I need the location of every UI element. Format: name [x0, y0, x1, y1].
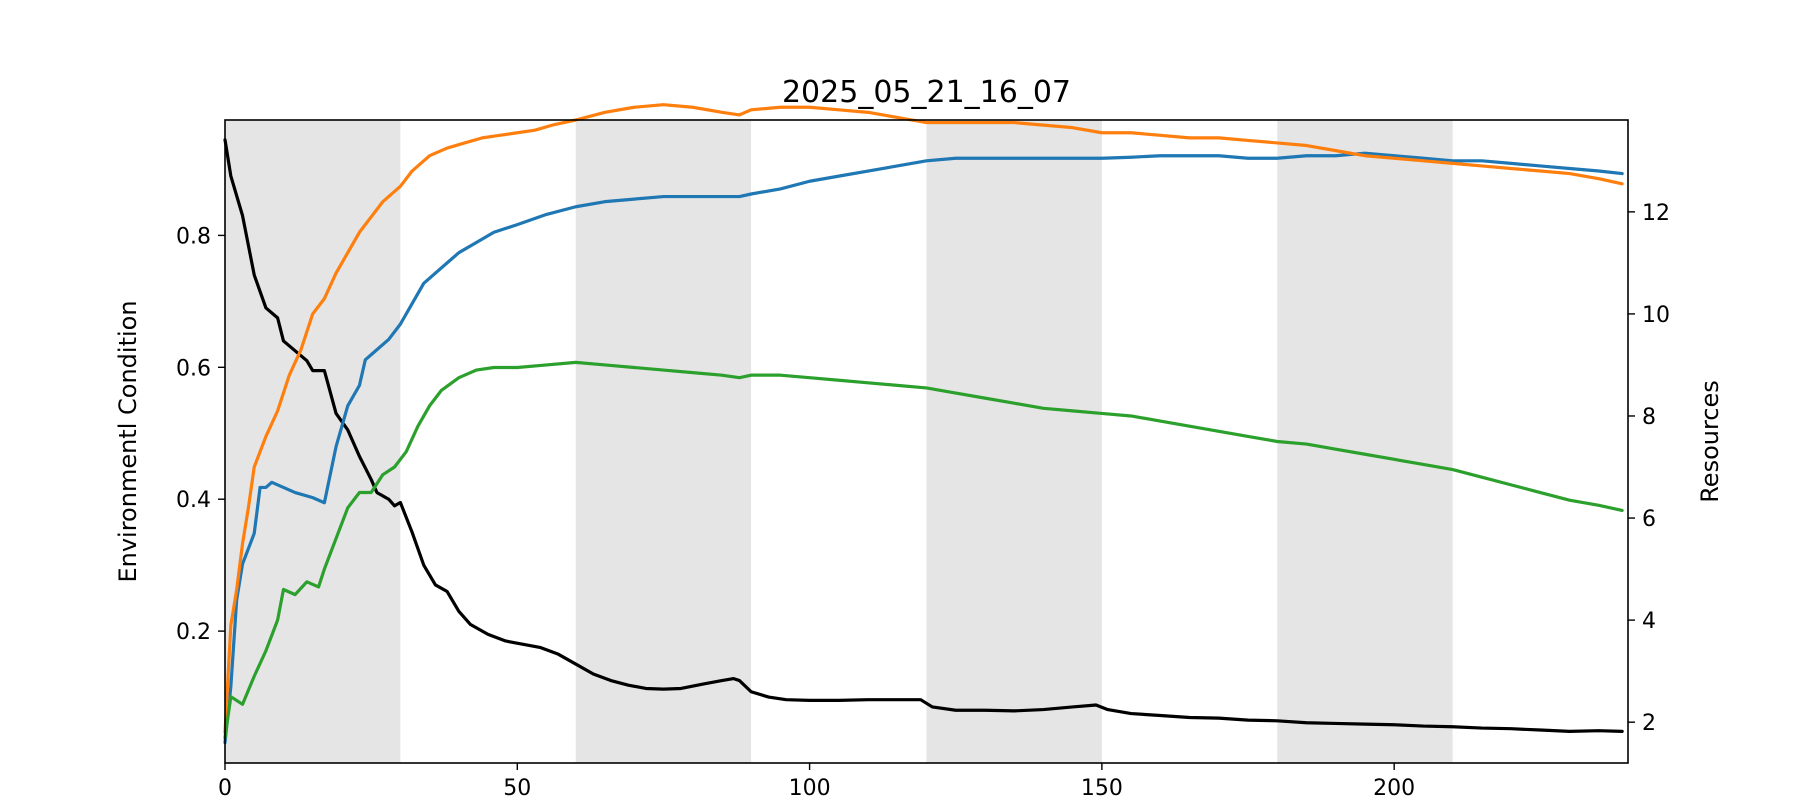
series-line-1 [223, 151, 1624, 745]
y-right-tick-label: 2 [1642, 711, 1656, 736]
y-left-tick-label: 0.8 [176, 224, 211, 249]
x-axis-ticks: 0 50 100 150 200 [218, 763, 1415, 800]
shaded-band-1 [575, 120, 752, 763]
y-axis-label-left: Environmentl Condition [114, 300, 142, 582]
y-left-tick-label: 0.2 [176, 620, 211, 645]
series-lines [223, 103, 1624, 745]
y-right-tick-label: 8 [1642, 405, 1656, 430]
shaded-bands [225, 120, 1453, 763]
shaded-band-0 [225, 120, 401, 763]
x-tick-label: 0 [218, 776, 232, 800]
plot-frame [224, 119, 1629, 764]
y-axis-label-right: Resources [1696, 380, 1724, 503]
x-tick-label: 50 [503, 776, 531, 800]
series-line-3 [223, 360, 1624, 740]
series-line-2 [223, 103, 1624, 734]
x-tick-label: 100 [789, 776, 831, 800]
y-right-tick-label: 6 [1642, 507, 1656, 532]
y-axis-right-ticks: 2 4 6 8 10 12 [1628, 201, 1670, 736]
series-line-0 [223, 138, 1624, 733]
y-right-tick-label: 12 [1642, 201, 1670, 226]
shaded-band-3 [1277, 120, 1453, 763]
y-axis-left-ticks: 0.2 0.4 0.6 0.8 [176, 224, 225, 645]
y-right-tick-label: 10 [1642, 303, 1670, 328]
y-right-tick-label: 4 [1642, 609, 1656, 634]
y-left-tick-label: 0.4 [176, 488, 211, 513]
x-tick-label: 200 [1373, 776, 1415, 800]
shaded-band-2 [926, 120, 1102, 763]
chart-title: 2025_05_21_16_07 [782, 75, 1071, 110]
y-left-tick-label: 0.6 [176, 356, 211, 381]
x-tick-label: 150 [1081, 776, 1123, 800]
